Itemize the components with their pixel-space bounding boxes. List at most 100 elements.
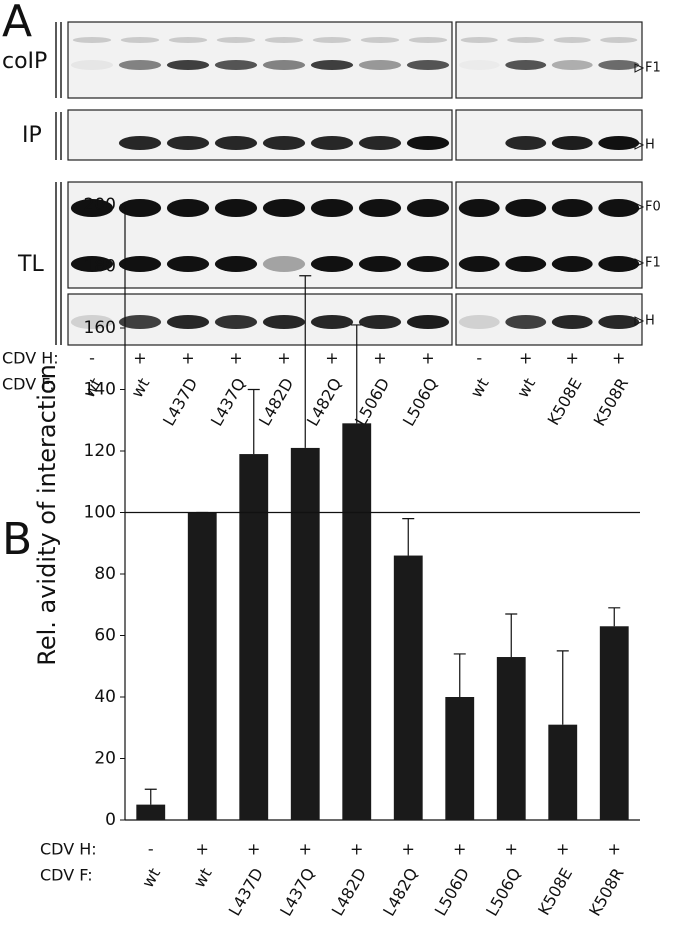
blot	[455, 181, 643, 289]
band	[458, 315, 500, 329]
y-tick-label: 120	[84, 441, 116, 461]
h-sign: +	[325, 349, 338, 368]
bar	[496, 657, 526, 820]
band	[406, 60, 450, 70]
band	[598, 136, 640, 150]
y-tick-label: 0	[105, 810, 116, 830]
band	[118, 60, 162, 70]
band	[406, 199, 450, 217]
band	[406, 136, 450, 150]
h-sign: +	[608, 840, 621, 859]
y-tick-label: 160	[84, 318, 116, 338]
x-tick-label: L506Q	[482, 865, 524, 920]
band-label: F1	[645, 61, 661, 76]
h-sign: -	[476, 349, 482, 368]
y-tick-label: 60	[94, 626, 116, 646]
band	[310, 199, 354, 217]
x-tick-label: K508E	[534, 865, 576, 919]
bar	[239, 454, 269, 820]
lane-label: L506D	[351, 375, 393, 429]
band	[360, 37, 400, 43]
band	[551, 256, 593, 272]
band	[214, 136, 258, 150]
x-tick-label: L482Q	[379, 865, 421, 920]
arrowhead	[634, 140, 645, 150]
band	[166, 199, 210, 217]
band	[214, 256, 258, 272]
y-axis-label: Rel. avidity of interaction	[33, 364, 61, 666]
band	[507, 37, 545, 43]
bar	[290, 447, 320, 820]
blot	[67, 109, 453, 161]
bar	[445, 697, 475, 820]
band	[505, 256, 547, 272]
lane-label: L482Q	[303, 375, 345, 430]
lane-label: K508E	[544, 375, 586, 429]
band	[262, 60, 306, 70]
h-sign: +	[373, 349, 386, 368]
band-label: H	[645, 138, 655, 153]
error-bar	[402, 518, 415, 556]
lane-label: L482D	[255, 375, 297, 429]
arrowhead	[634, 316, 645, 326]
lane-label: K508R	[590, 375, 633, 430]
band	[551, 315, 593, 329]
band	[72, 37, 112, 43]
bar	[548, 724, 578, 820]
row-title: CDV F:	[40, 866, 93, 885]
band	[310, 315, 354, 329]
y-tick-label: 20	[94, 749, 116, 769]
h-sign: +	[350, 840, 363, 859]
band	[214, 60, 258, 70]
band	[118, 199, 162, 217]
h-sign: +	[229, 349, 242, 368]
blot	[455, 109, 643, 161]
panel-letter: A	[2, 0, 32, 47]
arrowhead	[634, 202, 645, 212]
lane-label: L506Q	[399, 375, 441, 430]
y-tick-label: 180	[84, 257, 116, 277]
band-label: F0	[645, 200, 661, 215]
h-sign: +	[556, 840, 569, 859]
blot	[67, 21, 453, 99]
lane-label: L437Q	[207, 375, 249, 430]
h-sign: +	[133, 349, 146, 368]
band	[118, 136, 162, 150]
x-tick-label: wt	[189, 865, 215, 891]
error-bar	[608, 607, 621, 627]
y-tick-label: 200	[84, 195, 116, 215]
band-label: F1	[645, 256, 661, 271]
band	[70, 199, 114, 217]
band	[553, 37, 591, 43]
bar	[599, 626, 629, 820]
band	[358, 136, 402, 150]
band	[166, 136, 210, 150]
row-title: CDV F:	[2, 375, 55, 394]
band	[358, 256, 402, 272]
row-title: CDV H:	[2, 349, 59, 368]
panel-letter: B	[2, 514, 32, 565]
band	[262, 136, 306, 150]
band	[598, 315, 640, 329]
bar	[187, 512, 217, 820]
x-tick-label: K508R	[585, 865, 628, 920]
band	[70, 256, 114, 272]
bar	[393, 555, 423, 820]
band	[598, 60, 640, 70]
y-tick-label: 80	[94, 564, 116, 584]
band	[505, 199, 547, 217]
row-title: CDV H:	[40, 840, 97, 859]
h-sign: +	[247, 840, 260, 859]
h-sign: +	[421, 349, 434, 368]
x-tick-label: L437D	[225, 865, 267, 919]
band	[459, 60, 500, 70]
band	[505, 136, 547, 150]
band	[458, 256, 500, 272]
h-sign: +	[196, 840, 209, 859]
band	[406, 256, 450, 272]
band	[458, 199, 500, 217]
band	[598, 199, 640, 217]
band	[505, 60, 547, 70]
band	[551, 199, 593, 217]
